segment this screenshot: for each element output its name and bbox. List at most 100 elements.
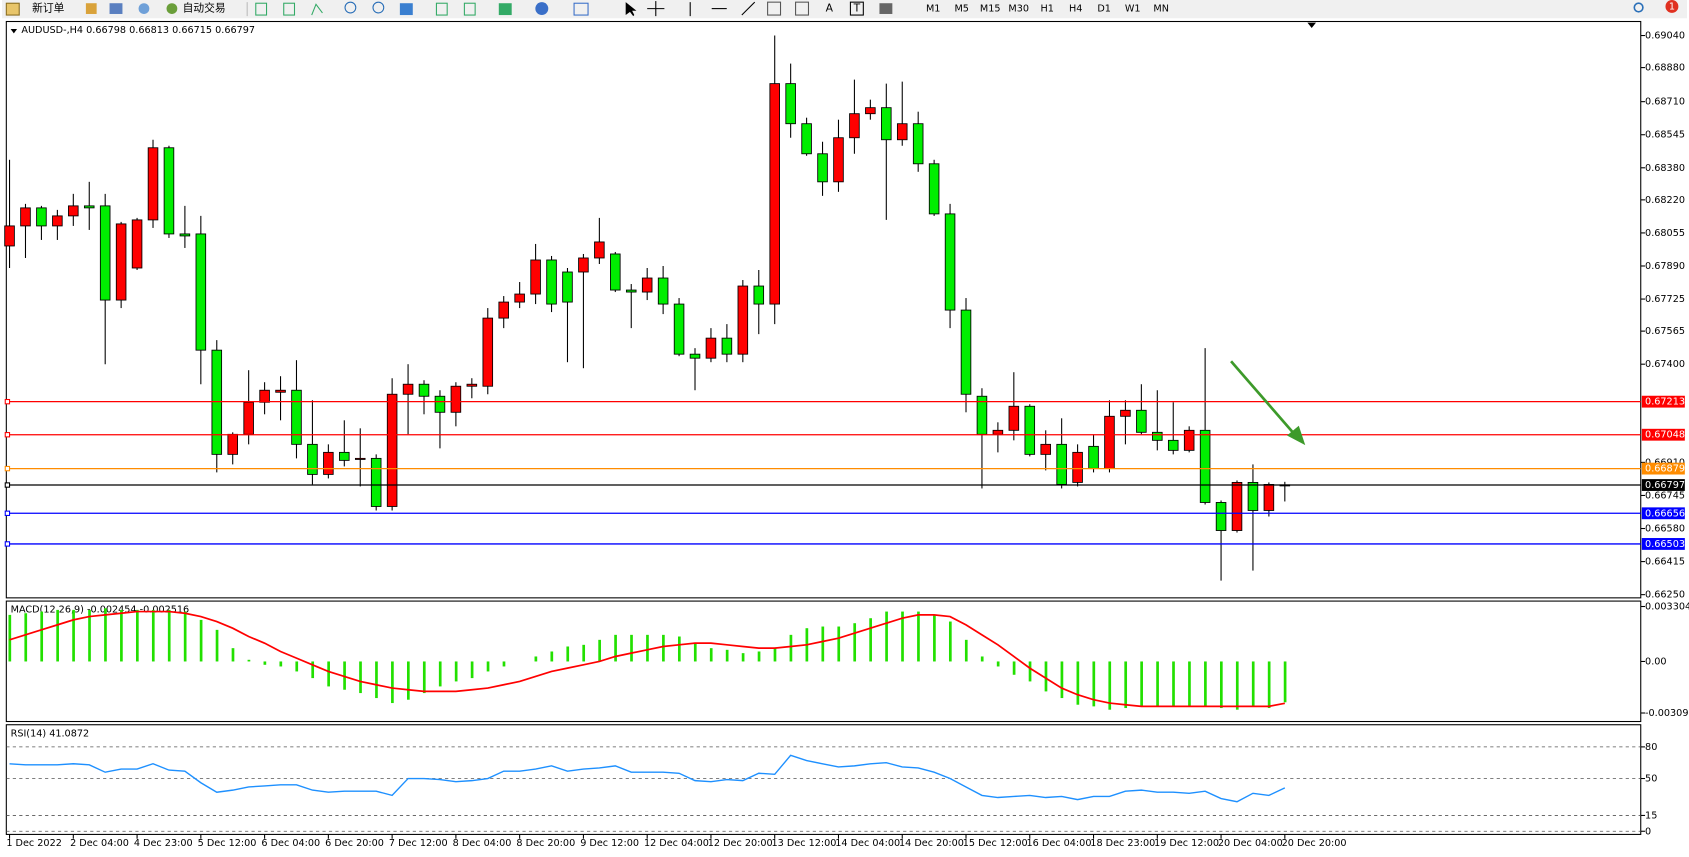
candle-body — [291, 389, 302, 445]
x-tick-label: 7 Dec 12:00 — [389, 838, 448, 849]
y-tick-label: 80 — [1645, 742, 1657, 753]
icon[interactable] — [255, 2, 268, 16]
y-tick-label: 0.66415 — [1645, 557, 1685, 568]
x-tick-label: 1 Dec 2022 — [6, 838, 62, 849]
candle-body — [1167, 439, 1179, 451]
candle-body — [36, 207, 47, 227]
notification-badge[interactable] — [1665, 0, 1679, 13]
period-button[interactable]: M1 — [926, 4, 940, 15]
macd-bar — [72, 609, 75, 662]
candle-body — [307, 443, 318, 475]
macd-bar — [295, 661, 299, 672]
label-tool[interactable]: T — [853, 2, 861, 15]
candle-body — [4, 225, 15, 247]
candle-body — [1263, 484, 1275, 511]
x-tick-label: 4 Dec 23:00 — [134, 838, 193, 849]
price-marker — [4, 482, 11, 488]
candle-body — [912, 123, 924, 165]
y-tick-label: 0.68380 — [1645, 163, 1685, 174]
macd-bar — [454, 661, 458, 682]
period-button[interactable]: H4 — [1069, 4, 1082, 15]
icon[interactable] — [435, 2, 448, 16]
candle-body — [466, 383, 478, 387]
toolbar-bg — [2, 0, 1687, 19]
zoom-in[interactable] — [344, 1, 357, 14]
icon[interactable] — [85, 3, 97, 14]
icon[interactable] — [109, 3, 123, 14]
icon[interactable] — [879, 3, 893, 14]
search[interactable] — [1633, 2, 1644, 13]
macd-bar — [1283, 661, 1287, 703]
macd-bar — [1140, 661, 1143, 707]
price-label-box — [1641, 428, 1685, 441]
candle-body — [673, 303, 685, 355]
period-button[interactable]: M15 — [980, 4, 1001, 15]
symbol-menu[interactable] — [10, 29, 18, 34]
shift-marker — [1307, 22, 1317, 28]
cursor-tool[interactable] — [625, 2, 637, 17]
candle-body — [179, 233, 191, 237]
zoom-out[interactable] — [372, 1, 385, 14]
y-tick-label: 0.67400 — [1645, 359, 1685, 370]
new-order-button[interactable]: 新订单 — [32, 2, 65, 15]
y-tick-label: 0.68710 — [1645, 97, 1685, 108]
y-tick-label: 0.67565 — [1645, 326, 1685, 337]
macd-bar — [1076, 661, 1080, 705]
macd-bar — [199, 619, 203, 662]
x-tick-label: 6 Dec 20:00 — [325, 838, 384, 849]
icon[interactable] — [463, 2, 476, 16]
candle-body — [275, 389, 286, 393]
candle-body — [641, 277, 653, 293]
icon[interactable] — [573, 2, 589, 16]
price-marker — [4, 432, 11, 438]
new-order-icon[interactable] — [5, 2, 20, 16]
macd-bar — [1028, 661, 1032, 682]
period-button[interactable]: D1 — [1097, 4, 1111, 15]
macd-bar — [422, 661, 426, 694]
period-button[interactable]: M30 — [1008, 4, 1029, 15]
label-tool-frame[interactable] — [849, 1, 864, 16]
macd-bar — [1044, 661, 1048, 692]
x-tick-label: 9 Dec 12:00 — [580, 838, 639, 849]
x-tick-label: 12 Dec 04:00 — [644, 838, 709, 849]
period-button[interactable]: H1 — [1040, 4, 1053, 15]
price-marker — [4, 510, 11, 516]
trendline-tool[interactable] — [741, 1, 756, 16]
macd-bar — [8, 614, 12, 662]
macd-bar — [1188, 661, 1191, 707]
y-tick-label: 0.66250 — [1645, 590, 1685, 601]
icon[interactable] — [283, 2, 296, 16]
icon[interactable] — [767, 1, 782, 16]
candle-body — [530, 259, 541, 295]
price-label: 0.66879 — [1645, 464, 1685, 475]
candle-body — [1136, 409, 1147, 433]
macd-bar — [1219, 661, 1223, 709]
candle-body — [849, 113, 860, 139]
period-button[interactable]: MN — [1153, 4, 1169, 15]
macd-bar — [406, 661, 410, 700]
icon[interactable] — [535, 2, 549, 16]
macd-bar — [183, 611, 187, 662]
candle-body — [1183, 429, 1195, 451]
annotation-arrowhead — [1286, 425, 1306, 446]
candle-body — [1247, 481, 1259, 511]
period-button[interactable]: M5 — [954, 4, 968, 15]
x-tick-label: 20 Dec 20:00 — [1282, 838, 1347, 849]
macd-bar — [662, 634, 665, 662]
icon[interactable] — [311, 3, 323, 16]
macd-bar — [709, 648, 713, 662]
candle-body — [195, 233, 207, 351]
auto-trading-button[interactable]: 自动交易 — [183, 2, 226, 15]
macd-bar — [582, 644, 586, 662]
icon[interactable] — [795, 1, 810, 16]
candle-body — [896, 123, 908, 141]
icon[interactable] — [138, 3, 150, 14]
macd-bar — [486, 661, 490, 672]
period-button[interactable]: W1 — [1125, 4, 1141, 15]
auto-trading-icon[interactable] — [166, 3, 178, 14]
icon[interactable] — [399, 3, 413, 16]
macd-bar — [725, 649, 729, 662]
text-tool[interactable]: A — [826, 2, 834, 15]
x-tick-label: 8 Dec 20:00 — [516, 838, 575, 849]
icon[interactable] — [498, 3, 512, 16]
